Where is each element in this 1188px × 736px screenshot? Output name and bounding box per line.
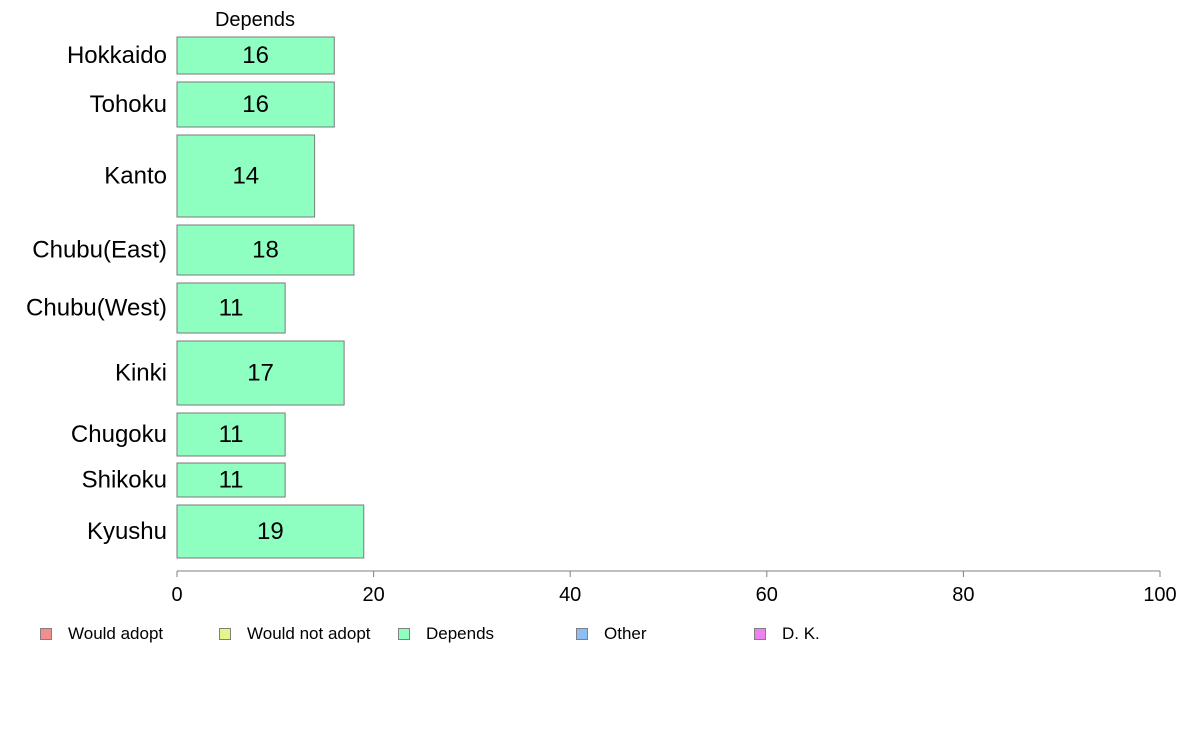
category-label: Chugoku [71,421,167,448]
category-label: Kyushu [87,518,167,545]
legend-item: Would adopt [40,622,163,646]
bar-value-label: 19 [257,518,284,545]
bar [176,282,286,334]
legend-label: Other [604,624,647,643]
bar-value-label: 16 [242,91,269,118]
legend-item: Would not adopt [219,622,371,646]
bar-value-label: 11 [219,421,244,448]
category-label: Kanto [104,163,167,190]
bar [176,412,286,457]
bar [176,462,286,498]
chart-title: Depends [215,9,295,31]
legend-item: Depends [398,622,494,646]
legend-item: Other [576,622,647,646]
legend-swatch [576,628,588,640]
bar-value-label: 18 [252,237,279,264]
bar-value-label: 14 [232,163,259,190]
bar [176,81,335,128]
legend-swatch [219,628,231,640]
bar-value-label: 11 [219,295,244,322]
legend-label: Would adopt [68,624,164,643]
x-tick-label: 0 [171,584,182,606]
legend-label: Would not adopt [247,624,371,643]
bar-value-label: 11 [219,467,244,494]
category-label: Tohoku [90,91,167,118]
category-label: Hokkaido [67,42,167,69]
legend-swatch [398,628,410,640]
x-tick-label: 60 [756,584,778,606]
legend-label: Depends [426,624,495,643]
category-label: Shikoku [82,467,167,494]
category-labels: Hokkaido Tohoku Kanto Chubu(East) Chubu(West… [26,42,167,545]
bar-value-label: 17 [247,360,274,387]
bars-group: 16 16 14 18 11 17 11 11 19 [176,36,365,559]
bar [176,340,345,406]
bar [176,504,365,559]
x-tick-label: 40 [559,584,581,606]
x-tick-label: 100 [1143,584,1176,606]
legend-swatch [40,628,52,640]
category-label: Chubu(East) [32,237,167,264]
legend-label: D. K. [782,624,820,643]
bar-value-label: 16 [242,42,269,69]
category-label: Chubu(West) [26,295,167,322]
x-axis: 0 20 40 60 80 100 [171,570,1177,606]
legend-swatch [754,628,766,640]
bar [176,134,316,218]
bar [176,224,355,276]
category-label: Kinki [115,360,167,387]
x-tick-label: 20 [362,584,384,606]
legend-item: D. K. [754,622,820,646]
x-tick-label: 80 [952,584,974,606]
legend: Would adopt Would not adopt Depends Other D.… [0,622,1188,646]
bar [176,36,335,75]
